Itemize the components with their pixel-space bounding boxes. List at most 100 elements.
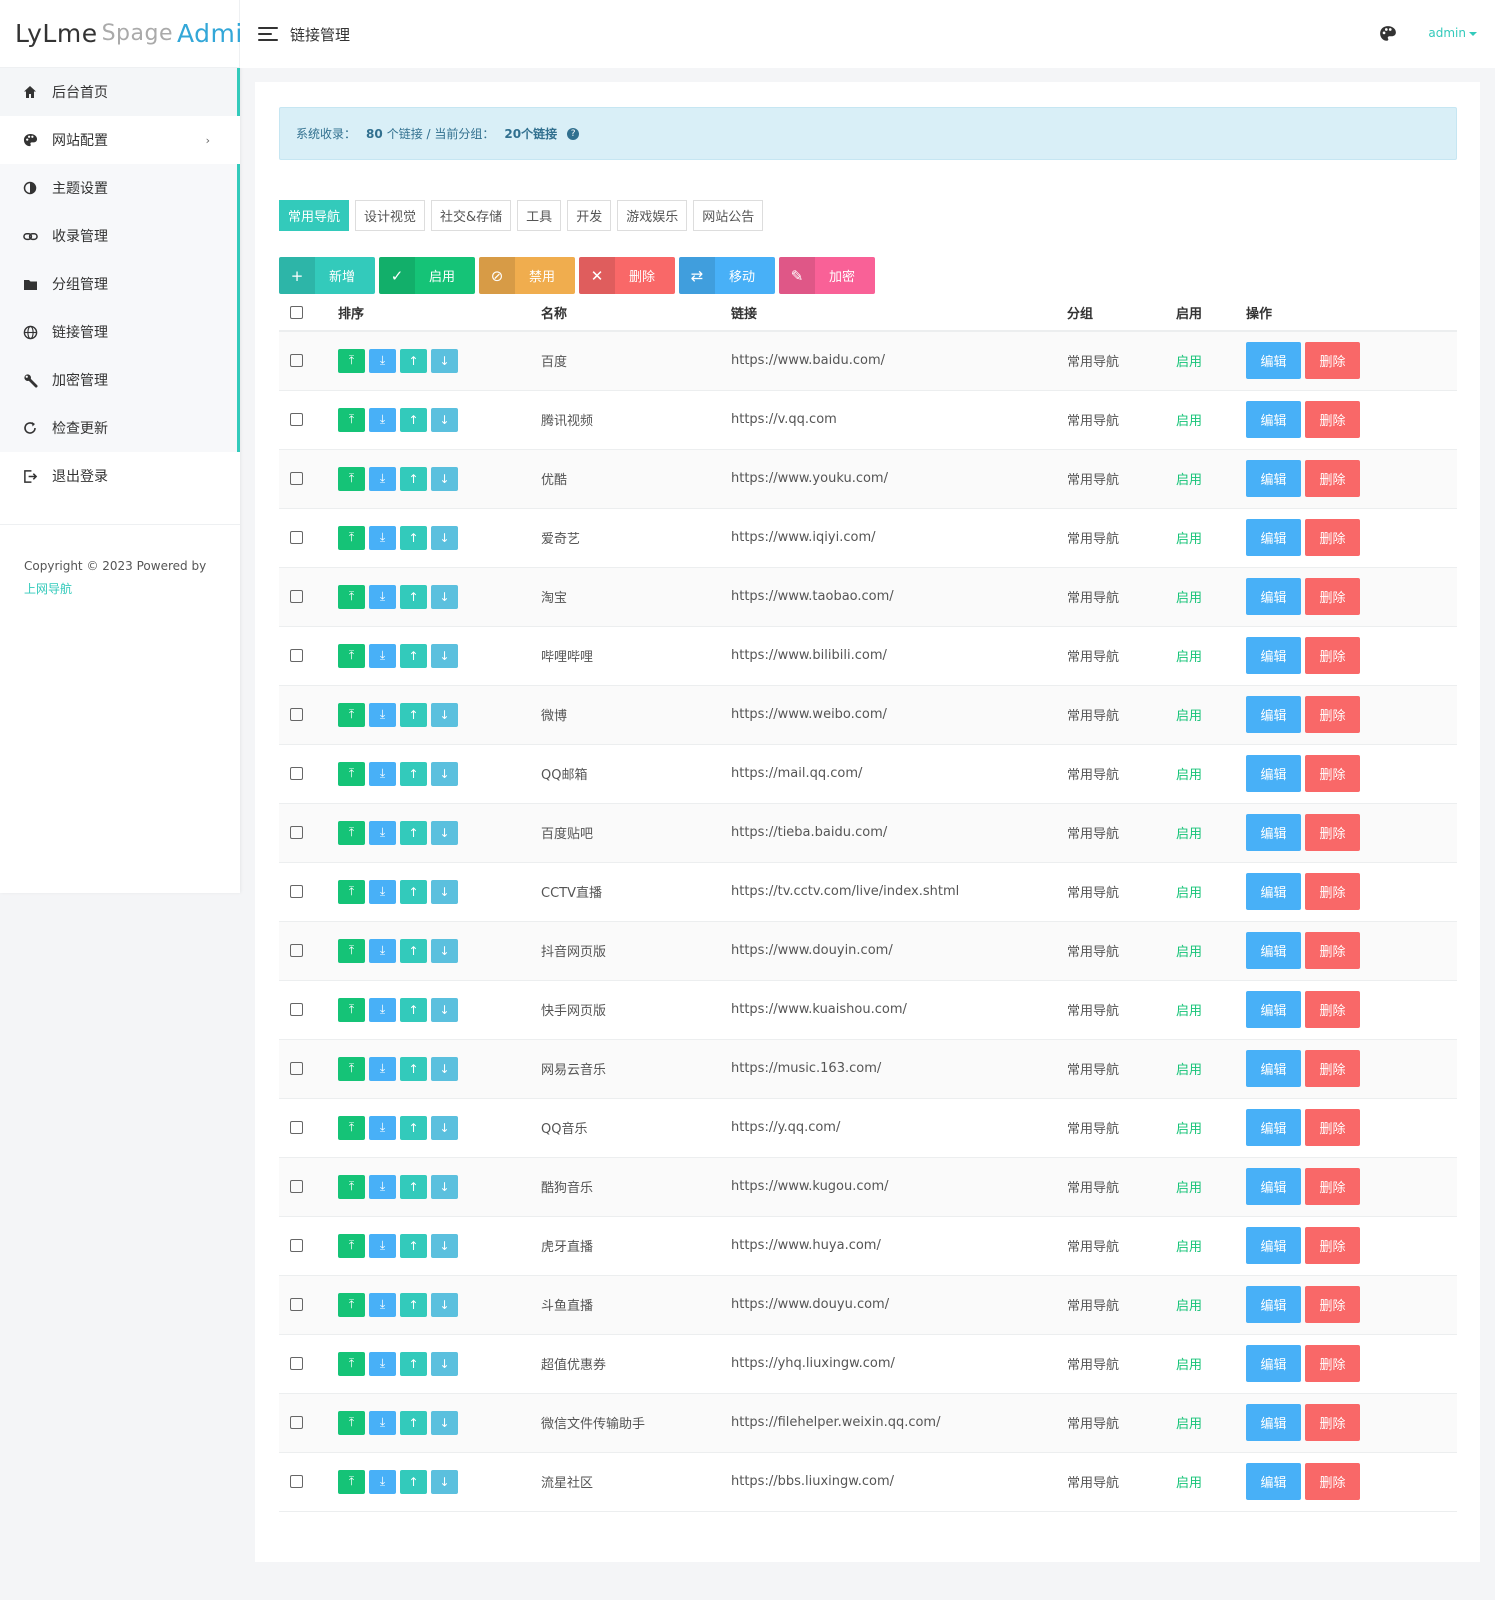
sidebar-item-groups[interactable]: 分组管理	[0, 260, 240, 308]
row-delete-button[interactable]: 删除	[1305, 873, 1360, 910]
sidebar-item-update[interactable]: 检查更新	[0, 404, 240, 452]
brand-logo[interactable]: LyLme Spage Admin	[0, 0, 259, 68]
move-top-icon[interactable]: ⤒	[338, 348, 365, 373]
move-top-icon[interactable]: ⤒	[338, 643, 365, 668]
row-delete-button[interactable]: 删除	[1305, 696, 1360, 733]
move-top-icon[interactable]: ⤒	[338, 1292, 365, 1317]
sidebar-item-submissions[interactable]: 收录管理	[0, 212, 240, 260]
move-top-icon[interactable]: ⤒	[338, 525, 365, 550]
tab-common[interactable]: 常用导航	[279, 200, 350, 231]
move-top-icon[interactable]: ⤒	[338, 1351, 365, 1376]
edit-button[interactable]: 编辑	[1246, 460, 1301, 497]
edit-button[interactable]: 编辑	[1246, 342, 1301, 380]
edit-button[interactable]: 编辑	[1246, 1463, 1301, 1500]
move-top-icon[interactable]: ⤒	[338, 1115, 365, 1140]
row-delete-button[interactable]: 删除	[1305, 1286, 1360, 1323]
row-delete-button[interactable]: 删除	[1305, 342, 1360, 380]
row-checkbox[interactable]	[290, 354, 303, 368]
move-bottom-icon[interactable]: ⤓	[369, 1174, 396, 1199]
tab-design[interactable]: 设计视觉	[355, 200, 426, 231]
row-checkbox[interactable]	[290, 885, 303, 898]
move-top-icon[interactable]: ⤒	[338, 584, 365, 609]
move-up-icon[interactable]: ↑	[400, 407, 427, 432]
move-down-icon[interactable]: ↓	[431, 879, 458, 904]
move-down-icon[interactable]: ↓	[431, 820, 458, 845]
move-up-icon[interactable]: ↑	[400, 820, 427, 845]
row-checkbox[interactable]	[290, 1180, 303, 1193]
row-checkbox[interactable]	[290, 1357, 303, 1370]
edit-button[interactable]: 编辑	[1246, 991, 1301, 1028]
row-delete-button[interactable]: 删除	[1305, 519, 1360, 556]
row-checkbox[interactable]	[290, 472, 303, 485]
move-up-icon[interactable]: ↑	[400, 525, 427, 550]
row-delete-button[interactable]: 删除	[1305, 637, 1360, 674]
move-top-icon[interactable]: ⤒	[338, 1469, 365, 1494]
move-bottom-icon[interactable]: ⤓	[369, 879, 396, 904]
edit-button[interactable]: 编辑	[1246, 755, 1301, 792]
move-down-icon[interactable]: ↓	[431, 1174, 458, 1199]
tab-social[interactable]: 社交&存储	[431, 200, 512, 231]
move-bottom-icon[interactable]: ⤓	[369, 1115, 396, 1140]
edit-button[interactable]: 编辑	[1246, 1227, 1301, 1264]
edit-button[interactable]: 编辑	[1246, 578, 1301, 615]
move-bottom-icon[interactable]: ⤓	[369, 1233, 396, 1258]
sidebar-item-encryption[interactable]: 加密管理	[0, 356, 240, 404]
menu-toggle-icon[interactable]	[258, 27, 278, 41]
move-down-icon[interactable]: ↓	[431, 1292, 458, 1317]
move-up-icon[interactable]: ↑	[400, 1115, 427, 1140]
user-menu[interactable]: admin	[1428, 26, 1477, 40]
move-down-icon[interactable]: ↓	[431, 525, 458, 550]
row-checkbox[interactable]	[290, 1416, 303, 1429]
move-bottom-icon[interactable]: ⤓	[369, 525, 396, 550]
move-top-icon[interactable]: ⤒	[338, 1233, 365, 1258]
move-up-icon[interactable]: ↑	[400, 1292, 427, 1317]
move-down-icon[interactable]: ↓	[431, 407, 458, 432]
row-delete-button[interactable]: 删除	[1305, 814, 1360, 851]
move-top-icon[interactable]: ⤒	[338, 1410, 365, 1435]
footer-link[interactable]: 上网导航	[24, 582, 73, 596]
move-down-icon[interactable]: ↓	[431, 938, 458, 963]
move-bottom-icon[interactable]: ⤓	[369, 584, 396, 609]
row-checkbox[interactable]	[290, 708, 303, 721]
move-down-icon[interactable]: ↓	[431, 1351, 458, 1376]
edit-button[interactable]: 编辑	[1246, 1345, 1301, 1382]
row-delete-button[interactable]: 删除	[1305, 1050, 1360, 1087]
move-up-icon[interactable]: ↑	[400, 348, 427, 373]
move-down-icon[interactable]: ↓	[431, 1115, 458, 1140]
row-delete-button[interactable]: 删除	[1305, 932, 1360, 969]
move-up-icon[interactable]: ↑	[400, 1351, 427, 1376]
move-up-icon[interactable]: ↑	[400, 643, 427, 668]
select-all-checkbox[interactable]	[290, 306, 303, 319]
row-checkbox[interactable]	[290, 590, 303, 603]
row-delete-button[interactable]: 删除	[1305, 578, 1360, 615]
move-up-icon[interactable]: ↑	[400, 702, 427, 727]
edit-button[interactable]: 编辑	[1246, 519, 1301, 556]
row-checkbox[interactable]	[290, 767, 303, 780]
row-checkbox[interactable]	[290, 826, 303, 839]
move-up-icon[interactable]: ↑	[400, 1469, 427, 1494]
help-icon[interactable]: ?	[567, 127, 580, 140]
edit-button[interactable]: 编辑	[1246, 814, 1301, 851]
move-up-icon[interactable]: ↑	[400, 1410, 427, 1435]
move-bottom-icon[interactable]: ⤓	[369, 761, 396, 786]
edit-button[interactable]: 编辑	[1246, 932, 1301, 969]
edit-button[interactable]: 编辑	[1246, 1050, 1301, 1087]
move-down-icon[interactable]: ↓	[431, 1233, 458, 1258]
move-bottom-icon[interactable]: ⤓	[369, 997, 396, 1022]
encrypt-button[interactable]: ✎ 加密	[779, 257, 875, 294]
move-down-icon[interactable]: ↓	[431, 997, 458, 1022]
tab-dev[interactable]: 开发	[567, 200, 612, 231]
move-down-icon[interactable]: ↓	[431, 643, 458, 668]
enable-button[interactable]: ✓ 启用	[379, 257, 475, 294]
move-button[interactable]: ⇄ 移动	[679, 257, 775, 294]
row-checkbox[interactable]	[290, 1062, 303, 1075]
edit-button[interactable]: 编辑	[1246, 696, 1301, 733]
move-bottom-icon[interactable]: ⤓	[369, 1469, 396, 1494]
edit-button[interactable]: 编辑	[1246, 1404, 1301, 1441]
tab-games[interactable]: 游戏娱乐	[617, 200, 688, 231]
row-delete-button[interactable]: 删除	[1305, 1168, 1360, 1205]
edit-button[interactable]: 编辑	[1246, 1286, 1301, 1323]
move-top-icon[interactable]: ⤒	[338, 1056, 365, 1081]
theme-palette-icon[interactable]	[1379, 25, 1397, 43]
edit-button[interactable]: 编辑	[1246, 637, 1301, 674]
